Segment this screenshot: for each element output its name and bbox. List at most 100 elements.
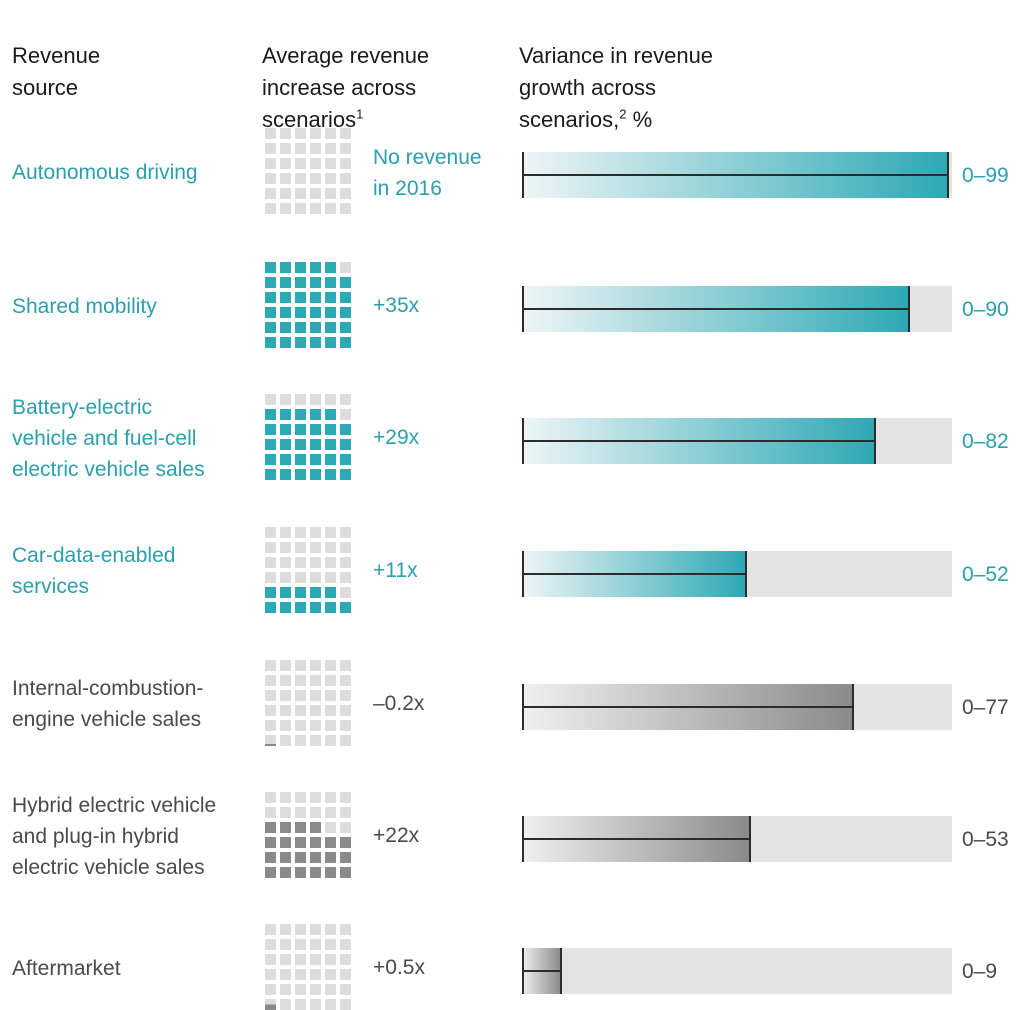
waffle-cell — [340, 409, 351, 420]
waffle-cell — [295, 277, 306, 288]
range-label: 0–90 — [962, 298, 1009, 321]
waffle-cell — [295, 792, 306, 803]
waffle-cell — [310, 557, 321, 568]
range-min-tick — [522, 551, 524, 597]
waffle-cell — [265, 394, 276, 405]
waffle-cell — [280, 660, 291, 671]
waffle-cell — [340, 735, 351, 746]
waffle-cell — [310, 203, 321, 214]
row-label: Internal-combustion- engine vehicle sale… — [12, 677, 204, 731]
waffle-cell — [340, 954, 351, 965]
waffle-cell — [325, 394, 336, 405]
waffle-cell — [295, 969, 306, 980]
waffle-cell — [280, 394, 291, 405]
waffle-cell — [325, 867, 336, 878]
waffle-cell — [265, 690, 276, 701]
waffle-cell — [265, 322, 276, 333]
waffle-cell — [340, 439, 351, 450]
waffle-cell — [340, 469, 351, 480]
waffle-cell — [265, 469, 276, 480]
waffle-cell — [340, 999, 351, 1010]
chart-row: Internal-combustion- engine vehicle sale… — [0, 660, 1025, 746]
range-label: 0–82 — [962, 430, 1009, 453]
range-max-tick — [749, 816, 751, 862]
waffle-cell — [340, 822, 351, 833]
waffle-cell — [340, 984, 351, 995]
waffle-cell — [340, 542, 351, 553]
waffle-cell — [280, 542, 291, 553]
waffle-cell — [310, 807, 321, 818]
waffle-cell — [325, 807, 336, 818]
waffle-cell — [265, 424, 276, 435]
waffle-grid — [265, 527, 351, 613]
waffle-cell — [280, 188, 291, 199]
header-revenue-source-text: Revenue source — [12, 43, 101, 100]
waffle-cell — [280, 999, 291, 1010]
waffle-cell — [265, 939, 276, 950]
waffle-cell — [295, 822, 306, 833]
waffle-cell — [310, 322, 321, 333]
range-max-tick — [745, 551, 747, 597]
footnote-1: 1 — [356, 106, 364, 122]
row-label: Shared mobility — [12, 294, 157, 318]
waffle-cell — [265, 705, 276, 716]
waffle-cell — [310, 867, 321, 878]
row-label: Hybrid electric vehicle and plug-in hybr… — [12, 793, 217, 879]
waffle-cell — [325, 557, 336, 568]
range-line — [522, 174, 948, 176]
waffle-cell — [265, 409, 276, 420]
increase-value: –0.2x — [373, 692, 425, 715]
waffle-cell — [325, 984, 336, 995]
waffle-cell — [325, 792, 336, 803]
waffle-cell — [325, 307, 336, 318]
waffle-cell — [265, 867, 276, 878]
waffle-cell — [340, 924, 351, 935]
waffle-cell — [310, 469, 321, 480]
waffle-cell — [265, 852, 276, 863]
waffle-cell — [325, 705, 336, 716]
waffle-cell — [340, 705, 351, 716]
waffle-cell — [310, 143, 321, 154]
waffle-cell — [295, 322, 306, 333]
waffle-cell — [280, 337, 291, 348]
waffle-cell — [340, 675, 351, 686]
waffle-cell — [340, 807, 351, 818]
waffle-cell — [295, 690, 306, 701]
waffle-cell — [295, 542, 306, 553]
waffle-cell — [340, 572, 351, 583]
waffle-cell — [265, 128, 276, 139]
chart-row: Battery-electric vehicle and fuel-cell e… — [0, 394, 1025, 481]
waffle-cell — [325, 469, 336, 480]
chart-row: Car-data-enabled services +11x 0–52 — [0, 527, 1025, 613]
waffle-cell — [310, 173, 321, 184]
waffle-cell — [310, 969, 321, 980]
waffle-cell — [265, 439, 276, 450]
waffle-cell — [325, 587, 336, 598]
waffle-cell — [340, 262, 351, 273]
waffle-cell — [325, 720, 336, 731]
waffle-cell — [340, 158, 351, 169]
waffle-cell — [340, 837, 351, 848]
waffle-cell — [265, 527, 276, 538]
waffle-cell — [295, 807, 306, 818]
waffle-grid — [265, 924, 351, 1010]
waffle-cell — [295, 173, 306, 184]
footnote-2: 2 — [619, 106, 627, 122]
waffle-cell — [295, 602, 306, 613]
waffle-cell — [280, 705, 291, 716]
waffle-cell — [325, 690, 336, 701]
waffle-cell — [310, 675, 321, 686]
increase-value: No revenue in 2016 — [373, 146, 482, 200]
increase-value: +29x — [373, 426, 420, 449]
waffle-cell — [280, 675, 291, 686]
waffle-cell — [310, 939, 321, 950]
range-track — [522, 286, 952, 332]
waffle-cell — [295, 188, 306, 199]
waffle-cell — [310, 705, 321, 716]
waffle-cell — [280, 143, 291, 154]
waffle-cell — [295, 557, 306, 568]
waffle-cell — [280, 822, 291, 833]
waffle-cell — [310, 660, 321, 671]
waffle-cell — [310, 439, 321, 450]
waffle-cell — [280, 984, 291, 995]
